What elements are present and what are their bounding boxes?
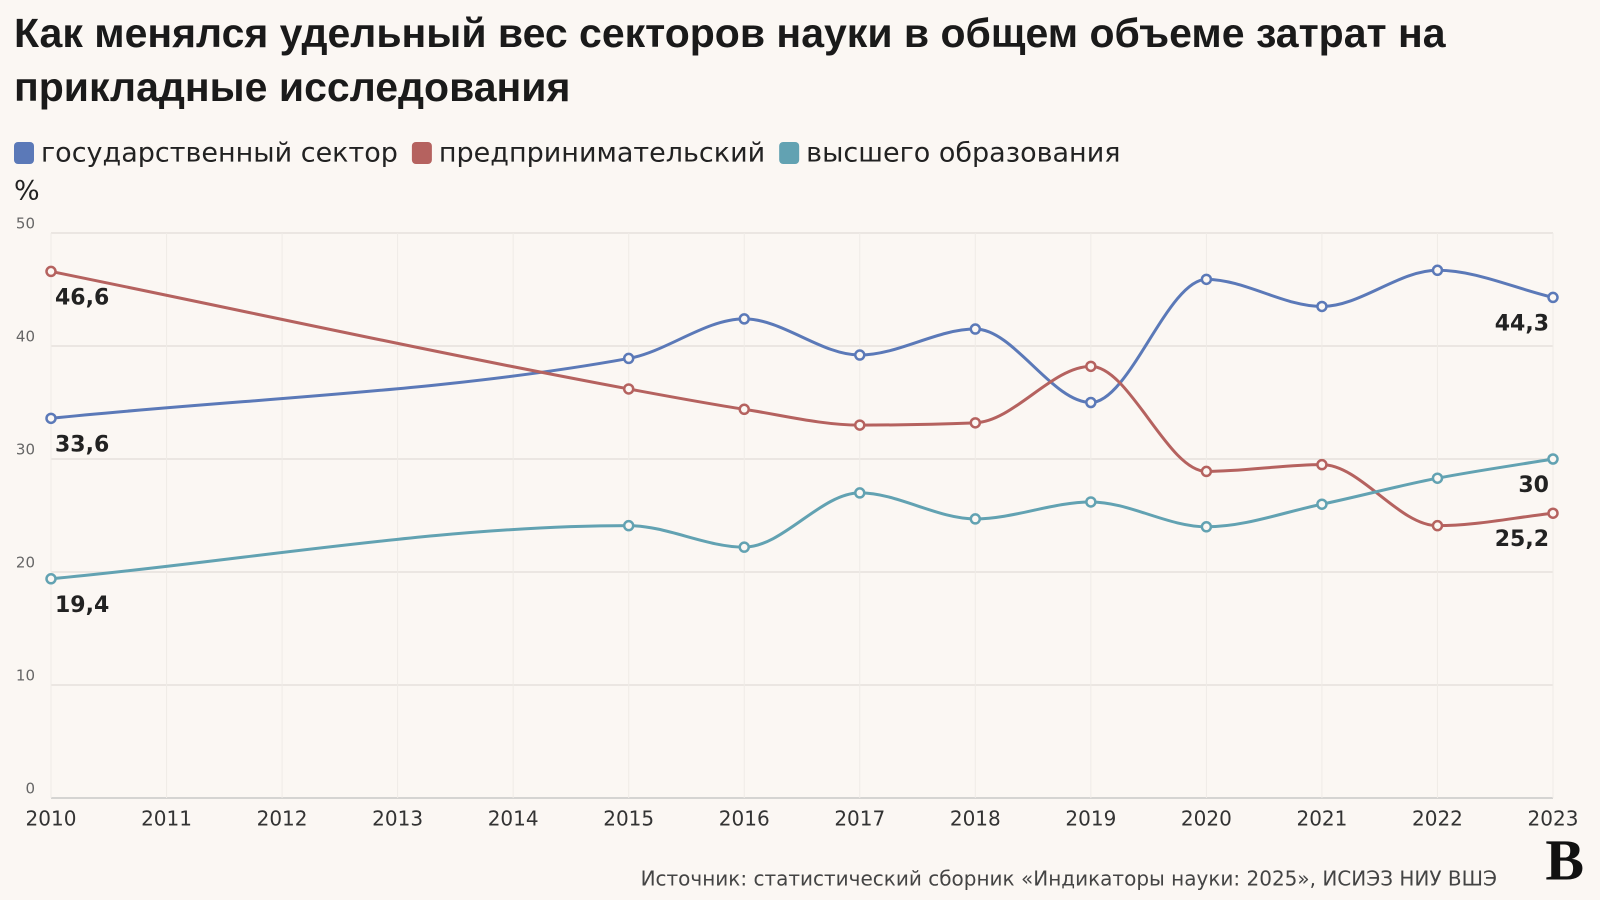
data-point	[1547, 453, 1559, 465]
x-tick-label: 2020	[1181, 807, 1232, 831]
legend-swatch	[14, 142, 34, 164]
grid: 0 10 20 30 40 50 2010 2011 2012 2013 2014 2015 2016 2…	[16, 215, 1579, 831]
data-point	[854, 487, 866, 499]
x-tick-label: 2018	[950, 807, 1001, 831]
x-tick-label: 2014	[488, 807, 539, 831]
logo: В	[1545, 827, 1584, 892]
plot: 33,6 44,3 46,6 25,2 19,4 30	[45, 264, 1559, 618]
data-point	[1200, 521, 1213, 533]
y-axis-label: %	[14, 176, 40, 207]
y-tick-label: 50	[16, 215, 35, 233]
series-line	[50, 269, 1554, 528]
data-point	[1431, 519, 1444, 532]
data-point	[622, 519, 635, 532]
data-point	[1085, 496, 1097, 508]
y-tick-label: 0	[25, 780, 35, 798]
data-point	[1431, 264, 1444, 277]
data-point	[738, 541, 750, 553]
legend-label: предпринимательский	[439, 138, 765, 169]
series-line	[50, 268, 1554, 420]
x-tick-label: 2012	[257, 807, 308, 831]
data-point	[1431, 472, 1444, 484]
value-label: 19,4	[55, 593, 109, 618]
x-tick-label: 2023	[1528, 807, 1579, 831]
data-point	[969, 323, 982, 335]
data-point	[1316, 498, 1328, 510]
x-tick-label: 2010	[26, 807, 77, 831]
legend-label: высшего образования	[806, 138, 1120, 169]
data-point	[1547, 507, 1559, 519]
data-point	[45, 265, 57, 278]
x-tick-label: 2011	[141, 807, 192, 831]
y-tick-label: 10	[16, 667, 35, 685]
data-point	[1547, 291, 1559, 304]
data-point	[622, 383, 635, 395]
x-tick-label: 2017	[834, 807, 885, 831]
data-point	[1085, 396, 1097, 409]
data-point	[738, 403, 750, 416]
series-line	[50, 457, 1554, 581]
data-point	[854, 349, 866, 361]
data-point	[1316, 300, 1328, 313]
data-point	[969, 417, 982, 429]
value-label: 30	[1518, 473, 1549, 498]
value-label: 44,3	[1495, 311, 1549, 336]
title-line: прикладные исследования	[14, 64, 570, 110]
data-point	[1200, 465, 1213, 478]
data-point	[45, 412, 57, 425]
y-tick-label: 30	[16, 441, 35, 459]
x-tick-label: 2015	[603, 807, 654, 831]
data-point	[1316, 458, 1328, 471]
value-label: 33,6	[55, 432, 109, 457]
value-label: 25,2	[1495, 527, 1549, 552]
legend-swatch	[779, 142, 800, 164]
chart-title: Как менялся удельный вес секторов науки …	[14, 10, 1447, 110]
data-point	[738, 313, 750, 325]
data-point	[1200, 273, 1213, 286]
data-point	[622, 352, 635, 365]
x-tick-label: 2016	[719, 807, 770, 831]
x-tick-label: 2019	[1065, 807, 1116, 831]
x-tick-label: 2022	[1412, 807, 1463, 831]
legend-label: государственный сектор	[41, 138, 398, 169]
y-tick-label: 40	[16, 328, 35, 346]
title-line: Как менялся удельный вес секторов науки …	[14, 10, 1447, 56]
x-tick-label: 2021	[1296, 807, 1347, 831]
data-point	[45, 573, 57, 585]
data-point	[854, 419, 866, 431]
x-tick-label: 2013	[372, 807, 423, 831]
data-point	[969, 513, 982, 525]
data-point	[1085, 360, 1097, 373]
legend-swatch	[411, 142, 432, 164]
value-label: 46,6	[55, 285, 109, 310]
source: Источник: статистический сборник «Индика…	[641, 867, 1497, 891]
y-tick-label: 20	[16, 554, 35, 572]
